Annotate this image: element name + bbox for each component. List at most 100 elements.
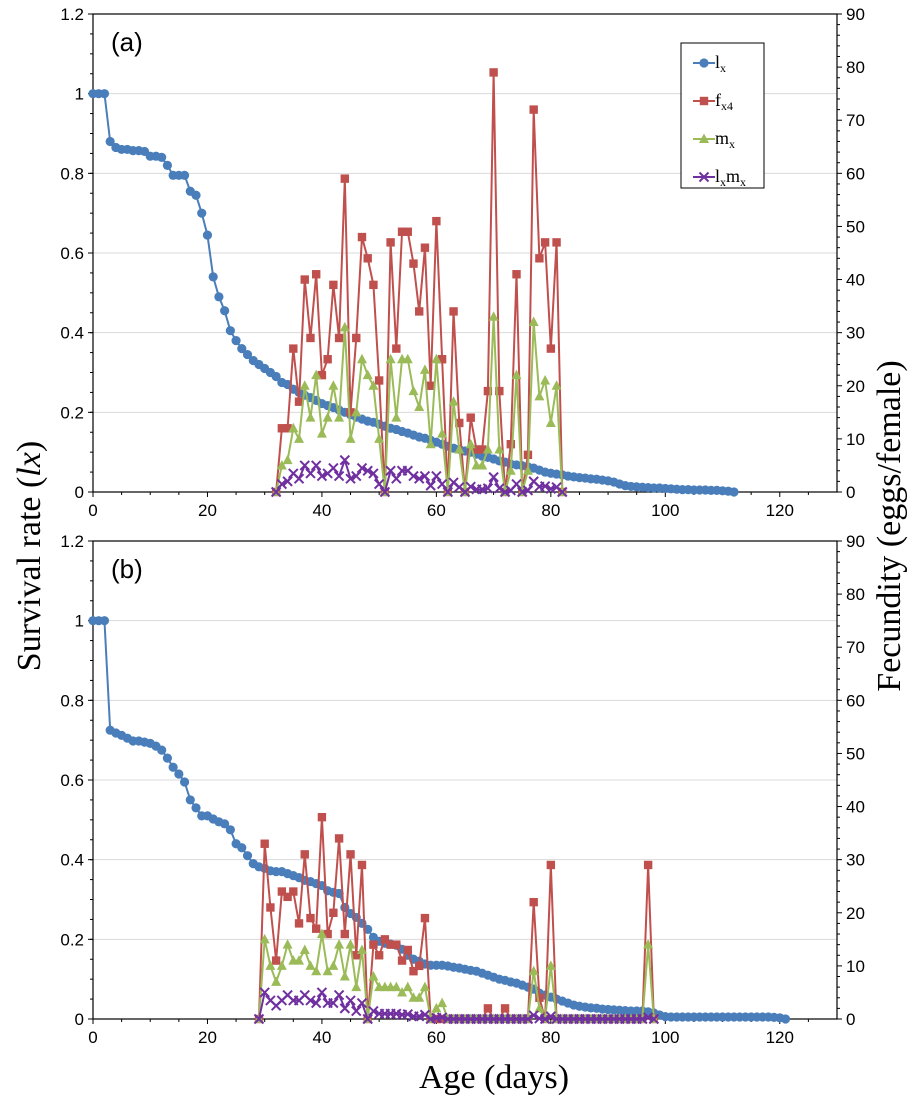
data-point-mx: [368, 380, 379, 390]
data-point-mx: [322, 965, 333, 976]
data-point-fx4: [489, 68, 498, 77]
data-point-fx4: [529, 897, 538, 907]
data-point-mx: [299, 380, 310, 390]
data-point-mx: [271, 976, 282, 986]
data-point-fx4: [472, 445, 481, 454]
data-point-lxmx: [310, 997, 322, 1009]
data-point-fx4: [294, 919, 304, 928]
y-tick-label-left: 0.6: [60, 771, 84, 790]
data-point-lx: [208, 272, 218, 282]
data-point-lx: [231, 336, 241, 346]
data-point-fx4: [352, 951, 361, 960]
data-point-lxmx: [339, 454, 351, 466]
y-tick-label-right: 60: [846, 164, 865, 183]
data-point-mx: [540, 374, 551, 385]
data-point-fx4: [317, 812, 327, 822]
y-tick-label-right: 0: [846, 1010, 855, 1029]
data-point-fx4: [546, 860, 556, 870]
data-point-fx4: [397, 227, 407, 236]
data-point-lxmx: [310, 460, 322, 471]
y-tick-label-left: 1.2: [60, 532, 84, 551]
y-axis-title-left-close: ): [11, 441, 48, 452]
y-tick-label-left: 0.8: [60, 691, 84, 710]
y-tick-label-right: 90: [846, 532, 865, 551]
y-tick-label-left: 0.4: [60, 851, 84, 870]
data-point-lxmx: [482, 483, 494, 494]
y-tick-label-right: 60: [846, 691, 865, 710]
data-point-mx: [294, 433, 305, 443]
data-point-mx: [419, 981, 430, 992]
data-point-fx4: [409, 259, 418, 268]
data-point-fx4: [340, 174, 350, 183]
data-point-fx4: [392, 940, 401, 949]
data-point-fx4: [374, 951, 384, 960]
series-lxmx-line: [257, 991, 655, 1020]
data-point-lxmx: [414, 473, 425, 484]
y-tick-label-right: 80: [846, 58, 865, 77]
data-point-fx4: [386, 238, 395, 247]
y-tick-label-right: 0: [846, 483, 855, 502]
data-point-mx: [385, 353, 396, 364]
data-point-fx4: [300, 850, 309, 859]
legend-main: m: [715, 128, 729, 148]
data-point-mx: [414, 401, 425, 412]
data-point-lxmx: [402, 1009, 413, 1020]
x-tick-label: 0: [88, 1028, 97, 1047]
y-tick-label-right: 30: [846, 324, 865, 343]
data-point-fx4: [277, 424, 287, 433]
y-tick-label-left: 1: [75, 85, 84, 104]
data-point-fx4: [420, 243, 430, 252]
data-point-lxmx: [539, 1013, 551, 1025]
data-point-fx4: [397, 956, 407, 965]
data-point-lxmx: [333, 989, 345, 1001]
data-point-fx4: [277, 887, 287, 896]
data-point-mx: [345, 939, 356, 949]
data-point-mx: [431, 353, 442, 364]
data-point-fx4: [374, 376, 384, 385]
data-point-mx: [351, 981, 362, 992]
data-point-fx4: [483, 1004, 493, 1013]
data-point-fx4: [306, 333, 315, 343]
data-point-mx: [294, 955, 305, 965]
data-point-fx4: [403, 945, 412, 955]
data-point-mx: [534, 1002, 545, 1013]
data-point-fx4: [546, 344, 556, 353]
data-point-fx4: [535, 254, 544, 263]
y-tick-label-left: 0.4: [60, 324, 84, 343]
data-point-mx: [374, 433, 385, 443]
data-point-fx4: [466, 413, 475, 422]
y-tick-label-left: 0: [75, 483, 84, 502]
data-point-mx: [328, 380, 339, 390]
series-lx: [88, 616, 791, 1024]
data-point-lxmx: [345, 995, 356, 1006]
data-point-mx: [528, 316, 539, 327]
legend-item: lx: [693, 52, 726, 75]
data-point-lx: [174, 769, 184, 779]
data-point-fx4: [346, 850, 355, 859]
data-point-mx: [276, 459, 287, 470]
x-tick-label: 40: [312, 501, 331, 520]
data-point-mx: [328, 960, 339, 970]
data-point-fx4: [260, 839, 269, 848]
data-point-lxmx: [408, 470, 419, 482]
data-point-mx: [356, 944, 367, 954]
x-tick-label: 60: [427, 501, 446, 520]
panel-a-chart: 0 0.2 0.4 0.6 0.8 1 1.2 0 10 20 30 40 50 60 70 80 90 0 20 4…: [60, 5, 865, 520]
data-point-lxmx: [539, 480, 551, 492]
data-point-lxmx: [442, 486, 454, 498]
data-point-mx: [545, 960, 556, 970]
y-axis-title-right: Fecundity (eggs/female): [871, 360, 908, 691]
data-point-fx4: [500, 1004, 510, 1013]
data-point-mx: [643, 939, 654, 949]
data-point-mx: [397, 986, 408, 997]
x-tick-label: 100: [651, 501, 679, 520]
y-tick-label-right: 10: [846, 957, 865, 976]
data-point-mx: [305, 412, 316, 422]
legend-item: mx: [693, 128, 735, 151]
data-point-lxmx: [419, 470, 431, 482]
data-point-fx4: [477, 445, 487, 454]
data-point-mx: [505, 465, 516, 475]
data-point-fx4: [506, 440, 515, 449]
data-point-lxmx: [351, 470, 362, 482]
y-tick-label-right: 50: [846, 217, 865, 236]
